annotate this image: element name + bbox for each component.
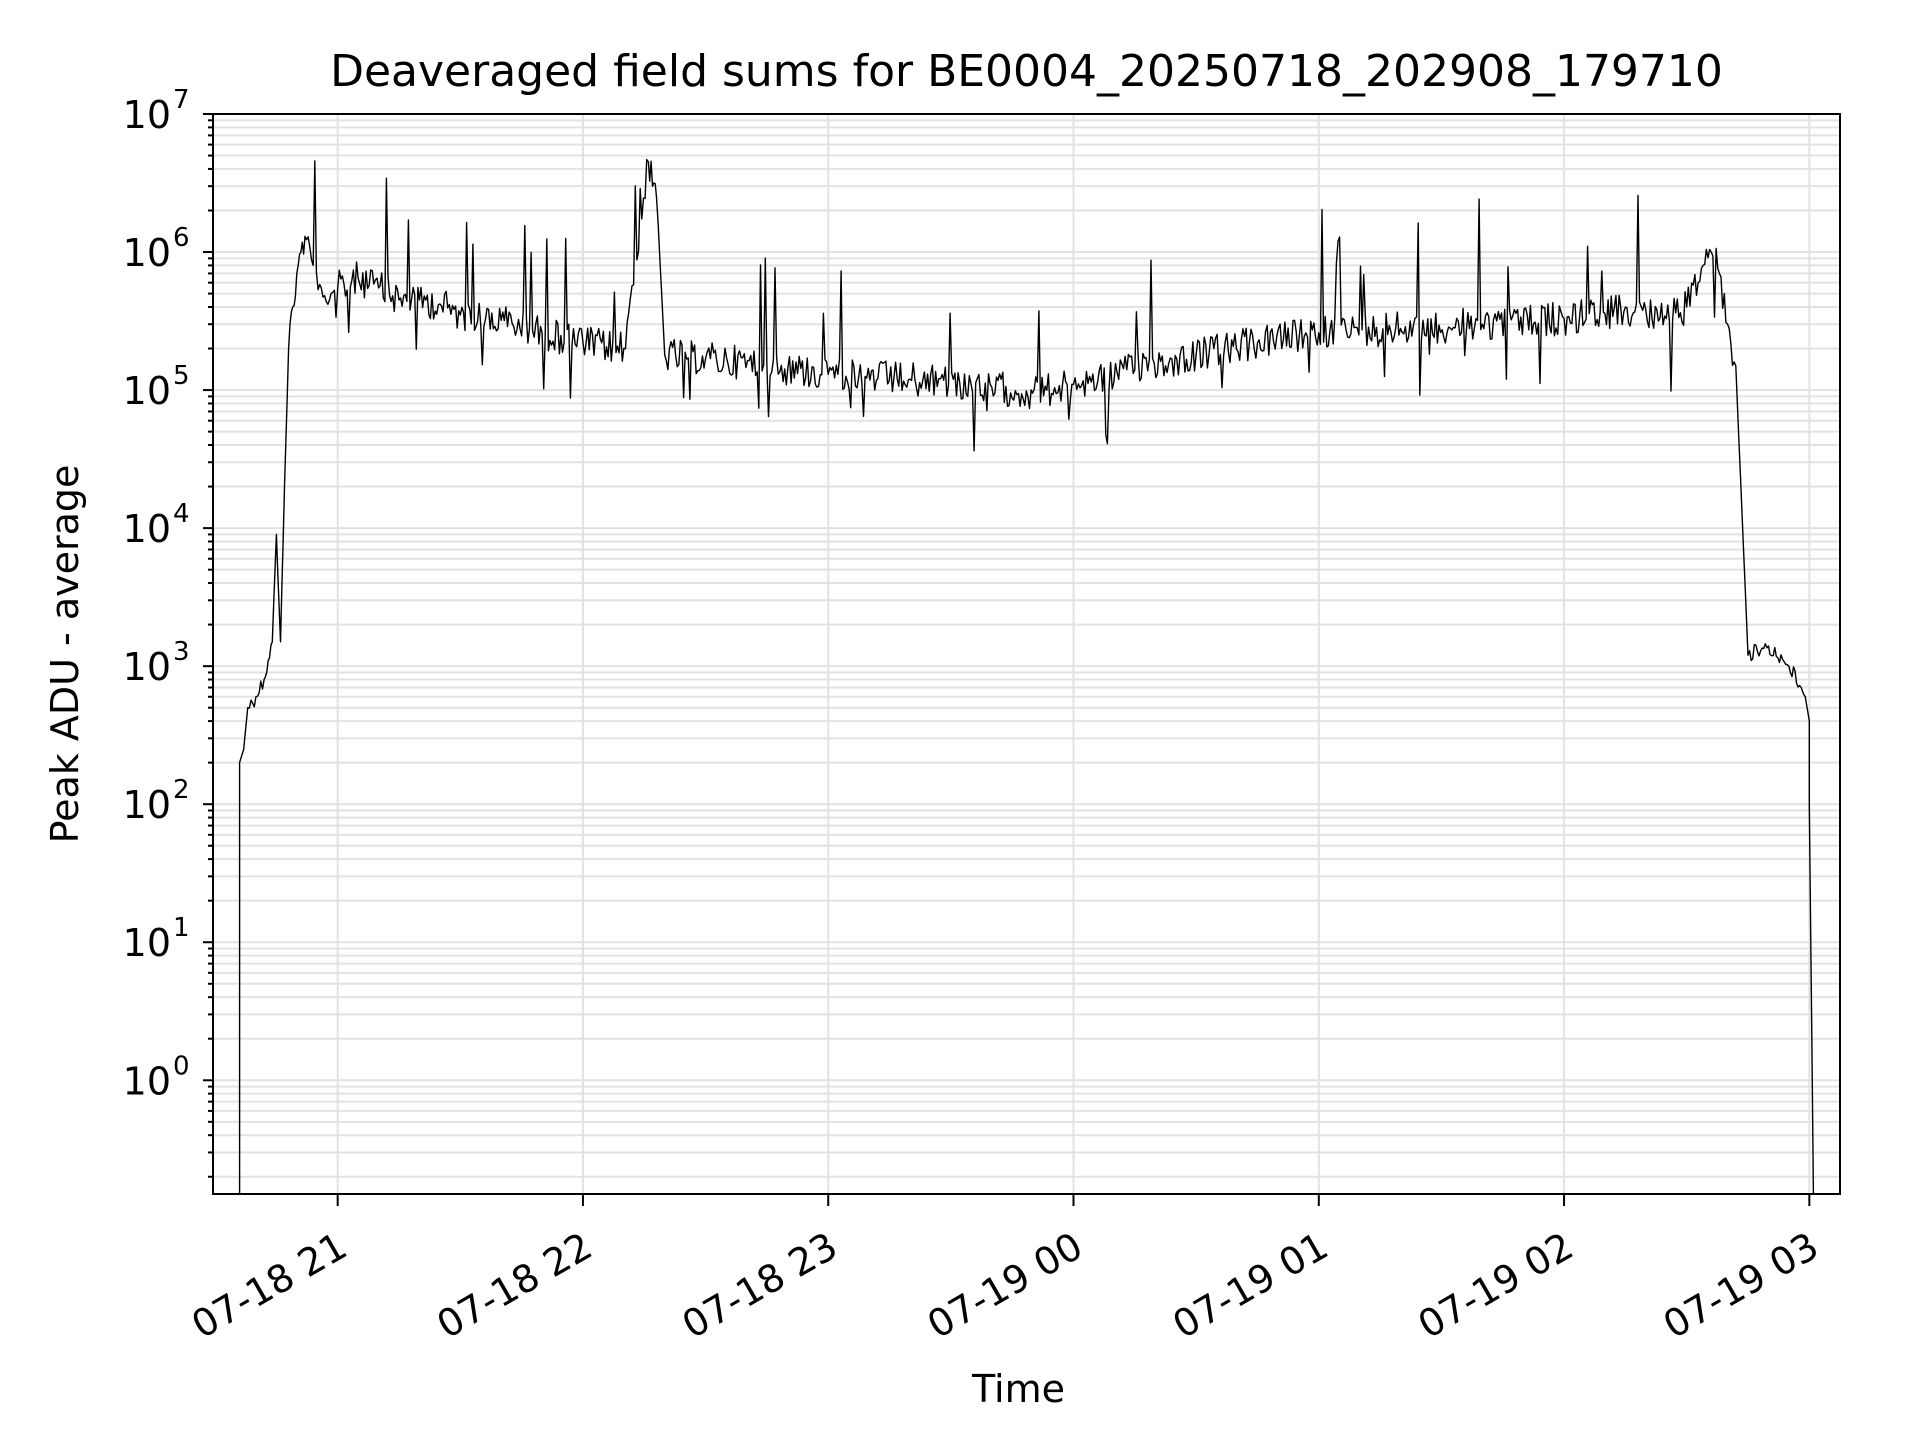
y-tick-exponent: 3 — [173, 637, 190, 667]
y-tick-label: 10 — [123, 1059, 171, 1103]
y-axis-label: Peak ADU - average — [43, 465, 87, 844]
x-tick-label: 07-19 00 — [920, 1224, 1090, 1348]
y-tick-exponent: 6 — [173, 223, 190, 253]
grid-lines — [213, 113, 1840, 1194]
series-line — [238, 158, 1815, 1195]
x-tick-label: 07-19 02 — [1411, 1224, 1581, 1348]
y-tick-exponent: 0 — [173, 1051, 190, 1081]
plot-area-frame — [212, 113, 1841, 1195]
x-tick-label: 07-18 21 — [184, 1224, 354, 1348]
y-tick-exponent: 2 — [173, 775, 190, 805]
y-tick-label: 10 — [123, 231, 171, 275]
y-tick-label: 10 — [123, 645, 171, 689]
y-tick-label: 10 — [123, 369, 171, 413]
x-tick-label: 07-18 23 — [675, 1224, 845, 1348]
y-tick-label: 10 — [123, 507, 171, 551]
x-tick-label: 07-18 22 — [429, 1224, 599, 1348]
y-tick-label: 10 — [123, 783, 171, 827]
x-tick-label: 07-19 03 — [1656, 1224, 1826, 1348]
y-tick-exponent: 1 — [173, 913, 190, 943]
y-tick-exponent: 7 — [173, 85, 190, 115]
y-tick-label: 10 — [123, 921, 171, 965]
y-tick-exponent: 4 — [173, 499, 190, 529]
y-tick-exponent: 5 — [173, 361, 190, 391]
y-tick-label: 10 — [123, 93, 171, 137]
chart-title: Deaveraged field sums for BE0004_2025071… — [330, 46, 1723, 97]
x-axis: 07-18 21 07-18 22 07-18 23 07-19 00 07-19 01… — [184, 1194, 1826, 1347]
x-axis-label: Time — [971, 1367, 1065, 1411]
x-tick-label: 07-19 01 — [1165, 1224, 1335, 1348]
